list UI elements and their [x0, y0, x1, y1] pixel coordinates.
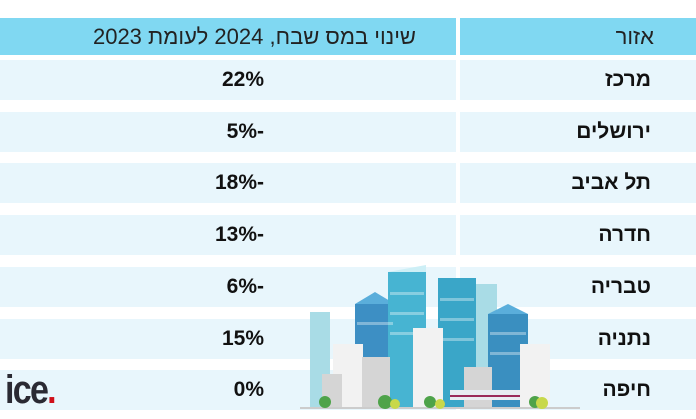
region-name: מרכז: [604, 68, 651, 91]
table-row: 22% מרכז: [0, 60, 696, 100]
region-cell: חדרה: [460, 215, 696, 256]
region-name: תל אביב: [571, 171, 651, 195]
region-name: ירושלים: [576, 119, 651, 143]
change-cell: -13%: [0, 215, 456, 256]
region-name: חיפה: [602, 378, 651, 402]
region-name: טבריה: [590, 274, 651, 298]
region-name: נתניה: [597, 326, 651, 350]
region-cell: תל אביב: [460, 163, 696, 204]
change-value: -18%: [214, 171, 264, 195]
region-cell: ירושלים: [460, 111, 696, 152]
table-row: -18% תל אביב: [0, 163, 696, 204]
change-value: 15%: [221, 326, 264, 350]
header-change-label: שינוי במס שבח, 2024 לעומת 2023: [92, 24, 416, 49]
change-value: -6%: [226, 274, 264, 298]
city-illustration: [300, 265, 580, 409]
header-region: אזור: [460, 18, 696, 55]
table-row: -13% חדרה: [0, 215, 696, 256]
change-value: -5%: [226, 119, 264, 143]
header-change: שינוי במס שבח, 2024 לעומת 2023: [0, 18, 456, 55]
change-cell: 22%: [0, 60, 456, 100]
table-row: -5% ירושלים: [0, 111, 696, 152]
region-name: חדרה: [598, 223, 651, 247]
change-value: 22%: [221, 68, 264, 91]
change-value: 0%: [233, 378, 264, 402]
change-cell: -5%: [0, 111, 456, 152]
ice-logo: ice.: [5, 368, 57, 413]
region-cell: טבריה: [460, 266, 696, 307]
change-value: -13%: [214, 223, 264, 247]
region-cell: מרכז: [460, 60, 696, 100]
logo-text: ice: [5, 368, 49, 412]
change-cell: -6%: [0, 266, 456, 307]
header-region-label: אזור: [615, 24, 654, 49]
logo-dot: .: [47, 368, 56, 412]
change-cell: -18%: [0, 163, 456, 204]
table-row: -6% טבריה: [0, 266, 696, 307]
